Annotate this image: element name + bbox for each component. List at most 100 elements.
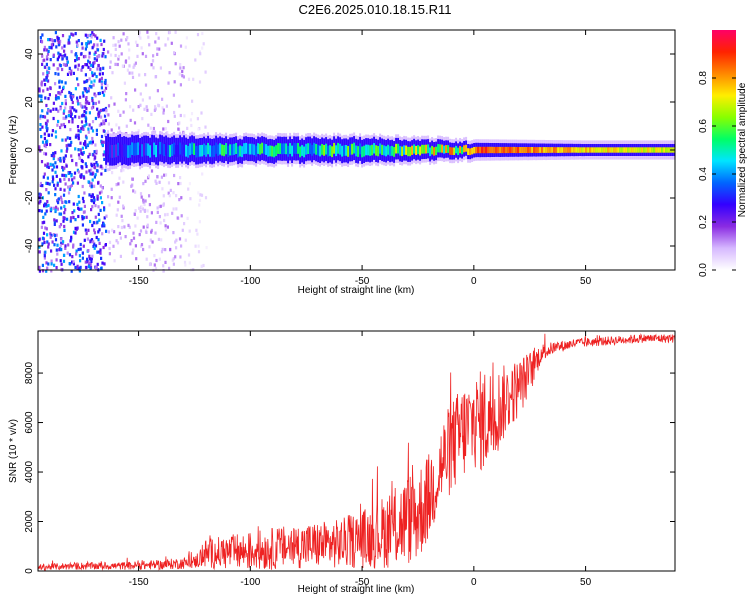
noise-cell	[91, 194, 94, 198]
band-core	[505, 146, 508, 154]
noise-cell	[159, 66, 162, 70]
noise-cell	[82, 244, 85, 248]
noise-cell	[81, 65, 84, 69]
noise-cell	[48, 45, 51, 50]
noise-cell	[41, 62, 44, 66]
noise-cell	[90, 257, 93, 261]
band-core	[429, 147, 432, 157]
noise-cell	[164, 248, 167, 252]
noise-cell	[58, 85, 61, 89]
noise-cell	[77, 247, 80, 252]
noise-cell	[59, 39, 62, 43]
noise-cell	[125, 38, 128, 42]
noise-cell	[50, 233, 53, 237]
noise-cell	[47, 165, 50, 169]
noise-cell	[114, 62, 117, 66]
noise-cell	[39, 36, 42, 40]
noise-cell	[93, 231, 96, 235]
noise-cell	[64, 244, 67, 248]
band-core	[551, 147, 554, 153]
signal-band	[105, 130, 676, 170]
noise-cell	[179, 176, 182, 180]
band-core	[205, 145, 208, 157]
noise-cell	[153, 254, 156, 258]
band-core	[511, 146, 514, 153]
noise-cell	[74, 87, 77, 91]
noise-cell	[141, 52, 144, 56]
noise-cell	[89, 140, 92, 144]
noise-cell	[103, 89, 106, 93]
noise-cell	[117, 225, 120, 229]
band-core	[583, 147, 586, 153]
band-core	[389, 146, 392, 157]
y-tick-label: 0	[24, 147, 35, 153]
noise-cell	[116, 62, 119, 67]
noise-cell	[168, 71, 171, 75]
noise-cell	[78, 200, 81, 204]
noise-cell	[78, 269, 81, 273]
band-core	[397, 143, 400, 154]
noise-cell	[49, 109, 52, 113]
noise-cell	[101, 142, 104, 146]
noise-cell	[129, 242, 132, 246]
band-core	[135, 142, 138, 156]
noise-cell	[179, 63, 182, 67]
noise-cell	[147, 35, 150, 39]
noise-cell	[85, 231, 88, 236]
noise-cell	[161, 97, 164, 101]
noise-cell	[72, 243, 75, 247]
band-core	[147, 143, 150, 156]
noise-cell	[79, 259, 82, 263]
noise-cell	[38, 269, 41, 273]
band-core	[337, 142, 340, 154]
band-core	[121, 144, 124, 158]
band-core	[343, 145, 346, 156]
noise-cell	[183, 222, 186, 226]
noise-cell	[183, 260, 187, 264]
noise-cell	[187, 187, 190, 191]
noise-cell	[183, 114, 186, 118]
noise-cell	[53, 263, 56, 267]
noise-cell	[92, 196, 96, 200]
noise-cell	[72, 33, 75, 37]
noise-cell	[70, 154, 73, 158]
noise-cell	[155, 32, 158, 36]
noise-cell	[62, 240, 65, 244]
noise-cell	[80, 52, 83, 56]
band-core	[317, 144, 320, 156]
noise-cell	[77, 206, 80, 210]
band-core	[163, 144, 166, 157]
band-core	[279, 143, 282, 154]
noise-cell	[156, 210, 159, 214]
noise-cell	[164, 127, 167, 131]
noise-cell	[45, 129, 49, 133]
noise-cell	[63, 177, 66, 181]
noise-cell	[56, 181, 59, 185]
noise-cell	[106, 83, 109, 88]
band-core	[507, 146, 510, 154]
noise-cell	[94, 34, 97, 38]
noise-cell	[90, 198, 93, 202]
band-core	[581, 147, 584, 153]
noise-cell	[85, 42, 88, 46]
noise-cell	[126, 36, 129, 40]
band-core	[443, 145, 446, 154]
noise-cell	[83, 238, 86, 242]
colorbar-label: Normalized spectral amplitude	[737, 82, 748, 217]
noise-cell	[96, 262, 99, 266]
noise-cell	[157, 104, 161, 108]
noise-cell	[100, 134, 104, 139]
noise-cell	[66, 147, 69, 151]
noise-cell	[77, 153, 81, 157]
band-core	[299, 146, 302, 158]
noise-cell	[150, 211, 153, 215]
band-core	[427, 144, 430, 154]
noise-cell	[94, 116, 97, 121]
noise-cell	[77, 39, 80, 43]
band-core	[463, 145, 466, 153]
noise-cell	[99, 196, 102, 200]
noise-cell	[57, 201, 60, 205]
noise-cell	[90, 106, 94, 110]
noise-cell	[67, 171, 70, 175]
noise-cell	[99, 38, 102, 42]
